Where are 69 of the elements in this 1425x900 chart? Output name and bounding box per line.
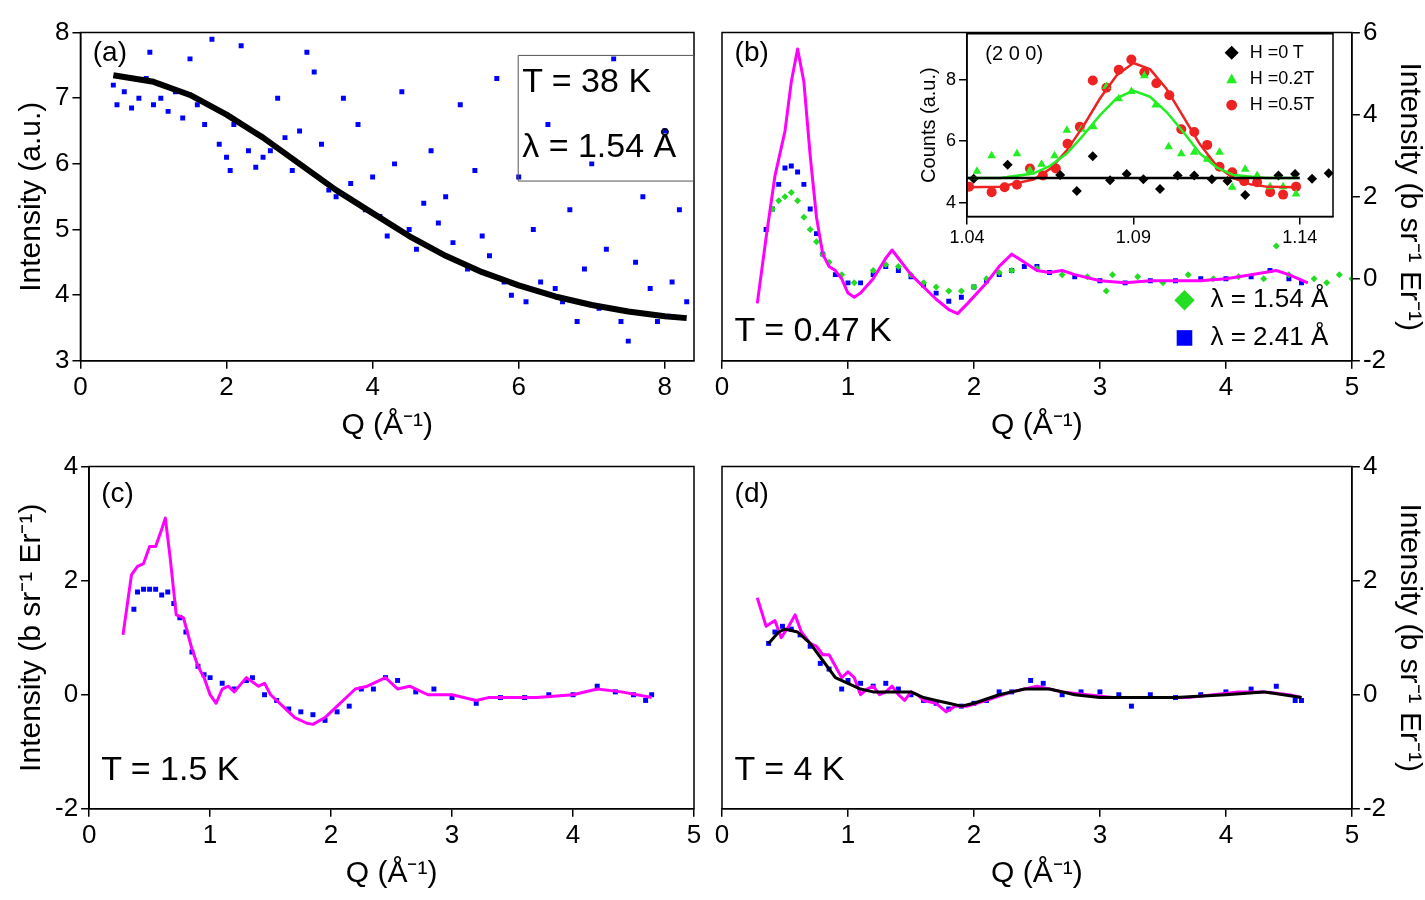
legend-label: H =0.5T — [1249, 94, 1315, 115]
y-axis-title: Intensity (b sr⁻¹ Er⁻¹) — [13, 503, 47, 772]
x-tick-label: 1 — [840, 370, 856, 401]
y2-tick-label: 4 — [1362, 97, 1378, 128]
x-tick-label: 4 — [565, 818, 581, 849]
x-tick-label: 2 — [323, 818, 339, 849]
x-tick-label: 5 — [686, 818, 702, 849]
x-tick-label: 1 — [840, 818, 856, 849]
y2-tick-label: 2 — [1362, 563, 1378, 594]
legend-label: λ = 2.41 Å — [1210, 321, 1329, 352]
annotation: T = 4 K — [734, 749, 845, 788]
y2-axis-title: Intensity (b sr⁻¹ Er⁻¹) — [1394, 62, 1425, 331]
x-axis-title: Q (Å⁻¹) — [991, 407, 1083, 441]
x-tick-label: 0 — [714, 370, 730, 401]
y2-tick-label: 2 — [1362, 179, 1378, 210]
y-tick-label: 4 — [946, 191, 957, 212]
annotation: λ = 1.54 Å — [522, 126, 677, 165]
x-tick-label: 2 — [966, 818, 982, 849]
y-tick-label: 4 — [54, 278, 70, 309]
x-axis-title: Q (Å⁻¹) — [345, 855, 438, 889]
x-axis-title: Q (Å⁻¹) — [991, 855, 1083, 889]
x-tick-label: 1 — [202, 818, 218, 849]
x-axis-title: Q (Å⁻¹) — [341, 407, 434, 441]
y-tick-label: 6 — [54, 147, 70, 178]
annotation: (a) — [92, 35, 127, 67]
y-axis-title: Counts (a.u.) — [916, 67, 939, 183]
x-tick-label: 2 — [219, 370, 234, 401]
x-tick-label: 0 — [714, 818, 730, 849]
y-tick-label: 6 — [946, 130, 957, 151]
y2-tick-label: 0 — [1362, 261, 1378, 292]
y2-tick-label: -2 — [1362, 791, 1387, 822]
annotation: (c) — [101, 477, 134, 509]
annotation: (2 0 0) — [985, 42, 1044, 65]
y2-axis-title: Intensity (b sr⁻¹ Er⁻¹) — [1394, 503, 1425, 772]
legend-label: H =0.2T — [1249, 67, 1315, 88]
x-tick-label: 5 — [1344, 370, 1360, 401]
annotation: T = 1.5 K — [101, 749, 240, 788]
y2-tick-label: 0 — [1362, 677, 1378, 708]
x-tick-label: 4 — [365, 370, 380, 401]
annotation: (b) — [734, 35, 769, 67]
x-tick-label: 1.14 — [1282, 227, 1318, 248]
y2-tick-label: 4 — [1362, 449, 1378, 480]
legend-label: λ = 1.54 Å — [1210, 283, 1329, 314]
x-tick-label: 4 — [1218, 818, 1234, 849]
y-tick-label: 0 — [63, 677, 79, 708]
y-tick-label: 4 — [63, 449, 79, 480]
y-tick-label: 2 — [63, 563, 79, 594]
annotation: T = 0.47 K — [734, 310, 893, 349]
x-tick-label: 1.09 — [1115, 227, 1151, 248]
x-tick-label: 1.04 — [949, 227, 985, 248]
annotation: T = 38 K — [522, 60, 652, 99]
y-axis-title: Intensity (a.u.) — [13, 101, 47, 292]
x-tick-label: 3 — [1092, 370, 1108, 401]
y-tick-label: 3 — [54, 343, 70, 374]
x-tick-label: 5 — [1344, 818, 1360, 849]
annotation: (d) — [734, 477, 769, 509]
x-tick-label: 3 — [444, 818, 460, 849]
y-tick-label: 7 — [54, 81, 70, 112]
x-tick-label: 3 — [1092, 818, 1108, 849]
y-tick-label: 8 — [946, 68, 957, 89]
x-tick-label: 8 — [657, 370, 673, 401]
x-tick-label: 2 — [966, 370, 982, 401]
y2-tick-label: -2 — [1362, 343, 1387, 374]
y2-tick-label: 6 — [1362, 15, 1378, 46]
x-tick-label: 4 — [1218, 370, 1234, 401]
x-tick-label: 6 — [511, 370, 526, 401]
legend-label: H =0 T — [1249, 41, 1304, 62]
y-tick-label: 8 — [54, 15, 70, 46]
y-tick-label: -2 — [54, 791, 79, 822]
